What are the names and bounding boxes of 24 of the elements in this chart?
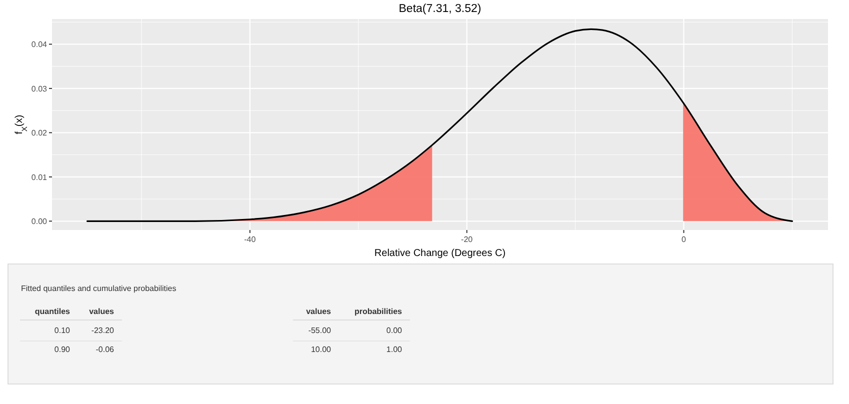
chart-title: Beta(7.31, 3.52): [398, 3, 482, 15]
y-tick-label: 0.02: [31, 128, 48, 138]
y-tick-label: 0.04: [31, 40, 48, 50]
text: values: [306, 307, 332, 316]
text: -55.00: [308, 326, 332, 335]
text: 0.00: [386, 326, 403, 335]
text: 10.00: [310, 345, 332, 354]
text: -23.20: [91, 326, 115, 335]
x-tick-label: -40: [244, 235, 256, 244]
x-tick-label: -20: [461, 235, 474, 244]
x-axis-title: Relative Change (Degrees C): [374, 248, 506, 259]
text: probabilities: [354, 307, 403, 316]
text: 0.90: [54, 345, 71, 354]
text: 1.00: [386, 345, 403, 354]
text: -0.06: [96, 345, 115, 354]
text: values: [89, 307, 115, 316]
text: 0.10: [54, 326, 71, 335]
y-tick-label: 0.01: [31, 172, 48, 182]
x-tick-label: 0: [682, 235, 687, 244]
y-tick-label: 0.00: [31, 217, 48, 226]
line-series: [86, 28, 794, 222]
y-tick-label: 0.03: [31, 84, 48, 94]
text: quantiles: [34, 307, 71, 316]
text: Fitted quantiles and cumulative probabilities: [21, 284, 176, 293]
